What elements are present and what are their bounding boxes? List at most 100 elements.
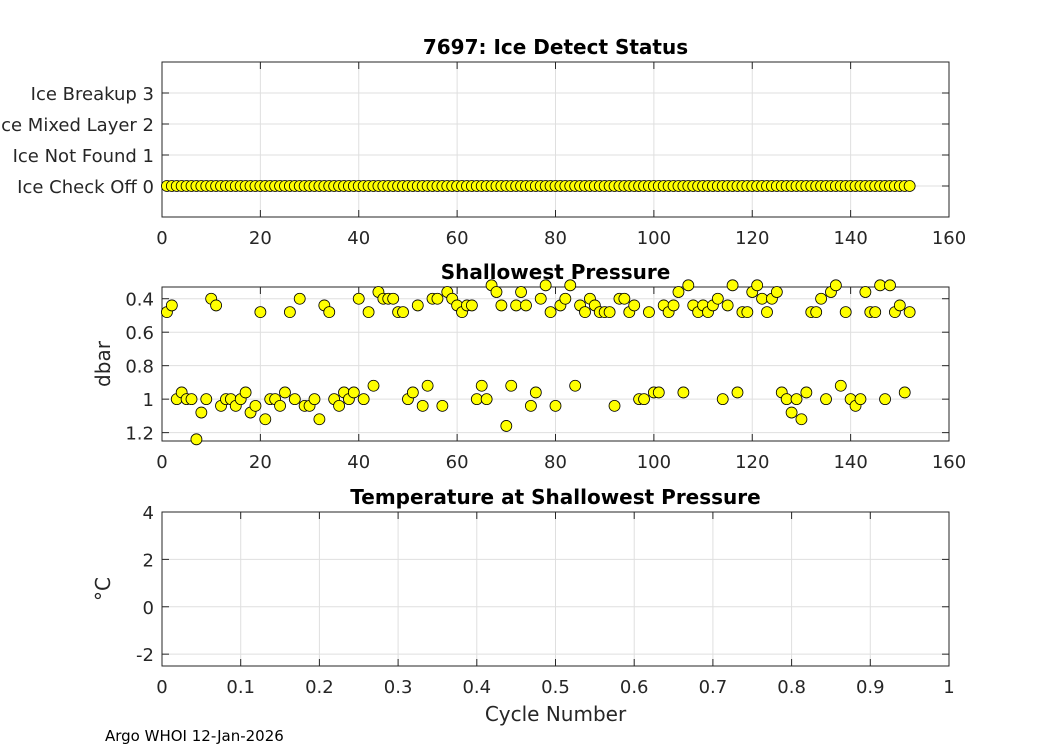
- pressure-data-point: [874, 279, 887, 292]
- pressure-data-point: [608, 399, 621, 412]
- pressure-data-point: [323, 306, 336, 319]
- pressure-data-point: [756, 292, 768, 305]
- pressure-data-point: [638, 393, 650, 406]
- pressure-data-point: [411, 299, 424, 312]
- pressure-data-point: [672, 286, 685, 298]
- temp-x-tick-label: 1: [943, 677, 954, 698]
- pressure-data-point: [195, 406, 208, 419]
- temp-x-tick-label: 0.4: [462, 677, 491, 698]
- pressure-data-point: [677, 386, 690, 399]
- pressure-data-point: [239, 386, 252, 399]
- temp-y-tick-label: 2: [143, 550, 154, 571]
- pressure-data-point: [544, 306, 557, 319]
- pressure-data-point: [465, 299, 478, 312]
- pressure-y-tick-label: 0.4: [125, 290, 154, 311]
- pressure-data-point: [603, 306, 616, 319]
- pressure-data-point: [829, 279, 842, 292]
- pressure-data-point: [283, 306, 296, 319]
- footer-credit: Argo WHOI 12-Jan-2026: [105, 727, 284, 745]
- pressure-data-point: [249, 399, 262, 412]
- pressure-data-point: [387, 292, 400, 305]
- ice-data-point: [903, 180, 916, 192]
- pressure-data-point: [475, 379, 488, 392]
- pressure-data-point: [362, 306, 375, 319]
- ice-x-tick-label: 120: [735, 228, 769, 249]
- temp-x-tick-label: 0.5: [541, 677, 570, 698]
- pressure-data-point: [288, 393, 301, 406]
- pressure-data-point: [834, 379, 847, 392]
- pressure-data-point: [820, 393, 832, 406]
- pressure-data-point: [721, 299, 734, 312]
- pressure-x-tick-label: 20: [249, 452, 272, 473]
- pressure-data-point: [525, 399, 537, 412]
- pressure-data-point: [367, 379, 380, 392]
- pressure-data-point: [190, 433, 203, 446]
- pressure-data-point: [520, 299, 532, 312]
- pressure-chart-title: Shallowest Pressure: [441, 260, 671, 284]
- pressure-data-point: [397, 306, 409, 319]
- pressure-data-point: [770, 286, 783, 298]
- ice-x-tick-label: 100: [637, 228, 671, 249]
- pressure-data-point: [741, 306, 754, 319]
- ice-x-tick-label: 140: [833, 228, 867, 249]
- pressure-data-point: [279, 386, 291, 399]
- pressure-data-point: [579, 306, 591, 319]
- ice-x-tick-label: 20: [249, 228, 272, 249]
- pressure-x-tick-label: 160: [932, 452, 966, 473]
- pressure-data-point: [308, 393, 321, 406]
- pressure-y-tick-label: 0.6: [125, 323, 154, 344]
- ice-y-tick-label: Ice Mixed Layer 2: [0, 115, 154, 136]
- pressure-data-point: [529, 386, 542, 399]
- pressure-data-point: [352, 292, 365, 305]
- ice-x-tick-label: 80: [544, 228, 567, 249]
- pressure-x-tick-label: 0: [156, 452, 167, 473]
- pressure-data-point: [539, 279, 552, 292]
- pressure-x-tick-label: 80: [544, 452, 567, 473]
- pressure-data-point: [333, 399, 345, 412]
- pressure-data-point: [470, 393, 483, 406]
- pressure-data-point: [879, 393, 891, 406]
- pressure-data-point: [313, 413, 326, 426]
- temp-x-axis-label: Cycle Number: [485, 702, 627, 726]
- temp-y-tick-label: -2: [136, 645, 154, 666]
- pressure-data-point: [490, 286, 503, 298]
- temp-chart-title: Temperature at Shallowest Pressure: [350, 485, 760, 509]
- pressure-data-point: [293, 292, 306, 305]
- pressure-data-point: [200, 393, 213, 406]
- ice-y-tick-label: Ice Breakup 3: [31, 84, 154, 105]
- pressure-data-point: [500, 420, 513, 432]
- ice-status-panel: 0 20 40 60 80 100 120 140 160 Ice Check Off 0 Ice …: [0, 35, 966, 249]
- pressure-data-point: [643, 306, 655, 319]
- pressure-data-point: [893, 299, 906, 312]
- pressure-data-point: [549, 399, 562, 412]
- pressure-data-point: [515, 286, 527, 298]
- pressure-data-point: [569, 379, 582, 392]
- pressure-x-tick-label: 140: [833, 452, 867, 473]
- pressure-data-point: [751, 279, 764, 292]
- temp-y-tick-label: 0: [143, 598, 154, 619]
- pressure-data-point: [652, 386, 665, 399]
- pressure-data-point: [357, 393, 370, 406]
- pressure-x-tick-label: 60: [446, 452, 469, 473]
- pressure-data-point: [436, 399, 449, 412]
- pressure-data-point: [726, 279, 739, 292]
- pressure-data-point: [800, 386, 813, 399]
- pressure-data-point: [790, 393, 803, 406]
- temperature-panel: 0 0.1 0.2 0.3 0.4 0.5 0.6 0.7 0.8 0.9 1-2024Temper…: [91, 485, 955, 726]
- pressure-data-point: [682, 279, 695, 292]
- pressure-data-point: [559, 292, 572, 305]
- pressure-data-point: [884, 279, 896, 292]
- pressure-data-point: [780, 393, 793, 406]
- pressure-data-point: [564, 279, 577, 292]
- temp-x-tick-label: 0.9: [856, 677, 885, 698]
- pressure-y-tick-label: 0.8: [125, 357, 154, 378]
- pressure-data-point: [210, 299, 223, 312]
- pressure-data-point: [795, 413, 808, 426]
- pressure-data-point: [711, 292, 724, 305]
- pressure-data-point: [854, 393, 867, 406]
- pressure-data-point: [347, 386, 360, 399]
- pressure-data-point: [480, 393, 493, 406]
- pressure-data-point: [416, 399, 429, 412]
- pressure-data-point: [903, 306, 916, 319]
